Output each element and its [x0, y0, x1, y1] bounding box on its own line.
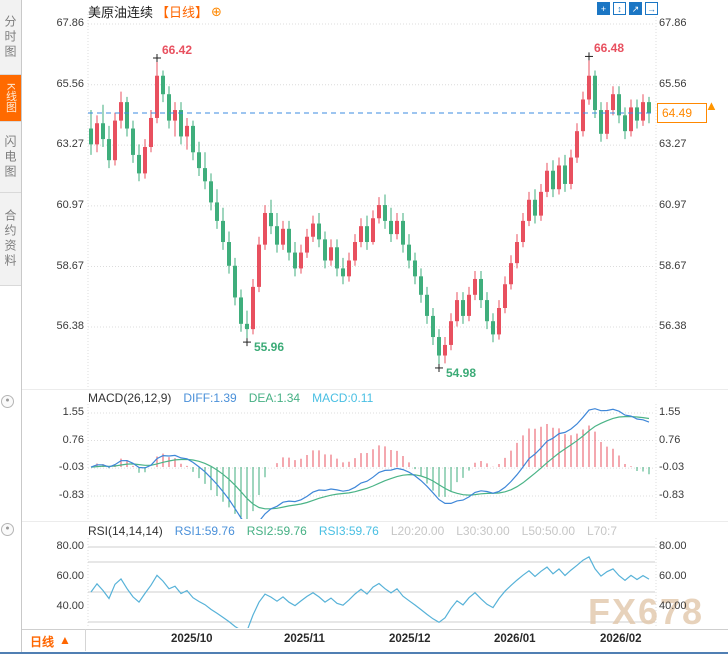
rsi-l50-value: L50:50.00 — [521, 524, 576, 538]
rsi-name: RSI(14,14,14) — [88, 524, 163, 538]
chart-title-row: 美原油连续 【日线】 ⊕ — [88, 2, 222, 21]
rsi-l30-value: L30:30.00 — [456, 524, 510, 538]
instrument-title: 美原油连续 — [88, 5, 154, 20]
period-expand-icon: ▲ — [59, 633, 71, 647]
x-axis-label: 2025/12 — [389, 633, 431, 645]
sidebar-tab-label: K线图 — [4, 83, 17, 113]
macd-pane-toggle[interactable]: ● — [1, 395, 14, 408]
period-tag: 【日线】 — [156, 5, 209, 20]
rsi3-value: RSI3:59.76 — [318, 524, 379, 538]
window-bottom-edge — [0, 652, 728, 654]
macd-dea-value: DEA:1.34 — [248, 391, 301, 405]
x-axis-label: 2025/11 — [284, 633, 325, 645]
chart-type-sidebar: 分时图 K线图 闪电图 合约资料 — [0, 0, 22, 654]
x-axis-label: 2026/02 — [600, 633, 642, 645]
sidebar-tab-label: 分时图 — [3, 14, 17, 60]
macd-diff-value: DIFF:1.39 — [183, 391, 237, 405]
footer-divider — [85, 629, 86, 651]
sidebar-tab-lightning-chart[interactable]: 闪电图 — [0, 122, 21, 193]
price-direction-up-icon: ▲ — [705, 98, 718, 113]
sidebar-tab-kline-chart[interactable]: K线图 — [0, 75, 21, 122]
macd-name: MACD(26,12,9) — [88, 391, 172, 405]
add-indicator-icon[interactable]: ⊕ — [211, 4, 222, 19]
time-axis-bar — [22, 629, 728, 653]
x-axis-label: 2026/01 — [494, 633, 536, 645]
rsi-pane-separator — [22, 521, 728, 522]
axis-scale-icon[interactable]: ↗ — [629, 2, 642, 15]
last-price-tag: 64.49 — [657, 103, 707, 123]
axis-range-icon[interactable]: ↕ — [613, 2, 626, 15]
pan-crosshair-icon[interactable]: + — [597, 2, 610, 15]
pop-out-icon[interactable]: → — [645, 2, 658, 15]
macd-pane-separator — [22, 389, 728, 390]
rsi2-value: RSI2:59.76 — [246, 524, 307, 538]
period-selector-tab[interactable]: 日线 ▲ — [30, 633, 71, 650]
rsi-l70-value: L70:7 — [587, 524, 618, 538]
rsi-l20-value: L20:20.00 — [390, 524, 445, 538]
rsi-pane-toggle[interactable]: ● — [1, 523, 14, 536]
sidebar-tab-label: 闪电图 — [3, 134, 17, 180]
macd-hist-value: MACD:0.11 — [312, 391, 374, 405]
sidebar-tab-time-chart[interactable]: 分时图 — [0, 0, 21, 75]
rsi-header: RSI(14,14,14) RSI1:59.76 RSI2:59.76 RSI3… — [88, 524, 654, 539]
macd-header: MACD(26,12,9) DIFF:1.39 DEA:1.34 MACD:0.… — [88, 391, 654, 406]
period-label: 日线 — [30, 635, 55, 649]
rsi1-value: RSI1:59.76 — [174, 524, 235, 538]
sidebar-tab-label: 合约资料 — [3, 209, 17, 269]
x-axis-label: 2025/10 — [171, 633, 213, 645]
sidebar-tab-contract-info[interactable]: 合约资料 — [0, 193, 21, 286]
chart-toolbar: + ↕ ↗ → — [597, 2, 658, 15]
